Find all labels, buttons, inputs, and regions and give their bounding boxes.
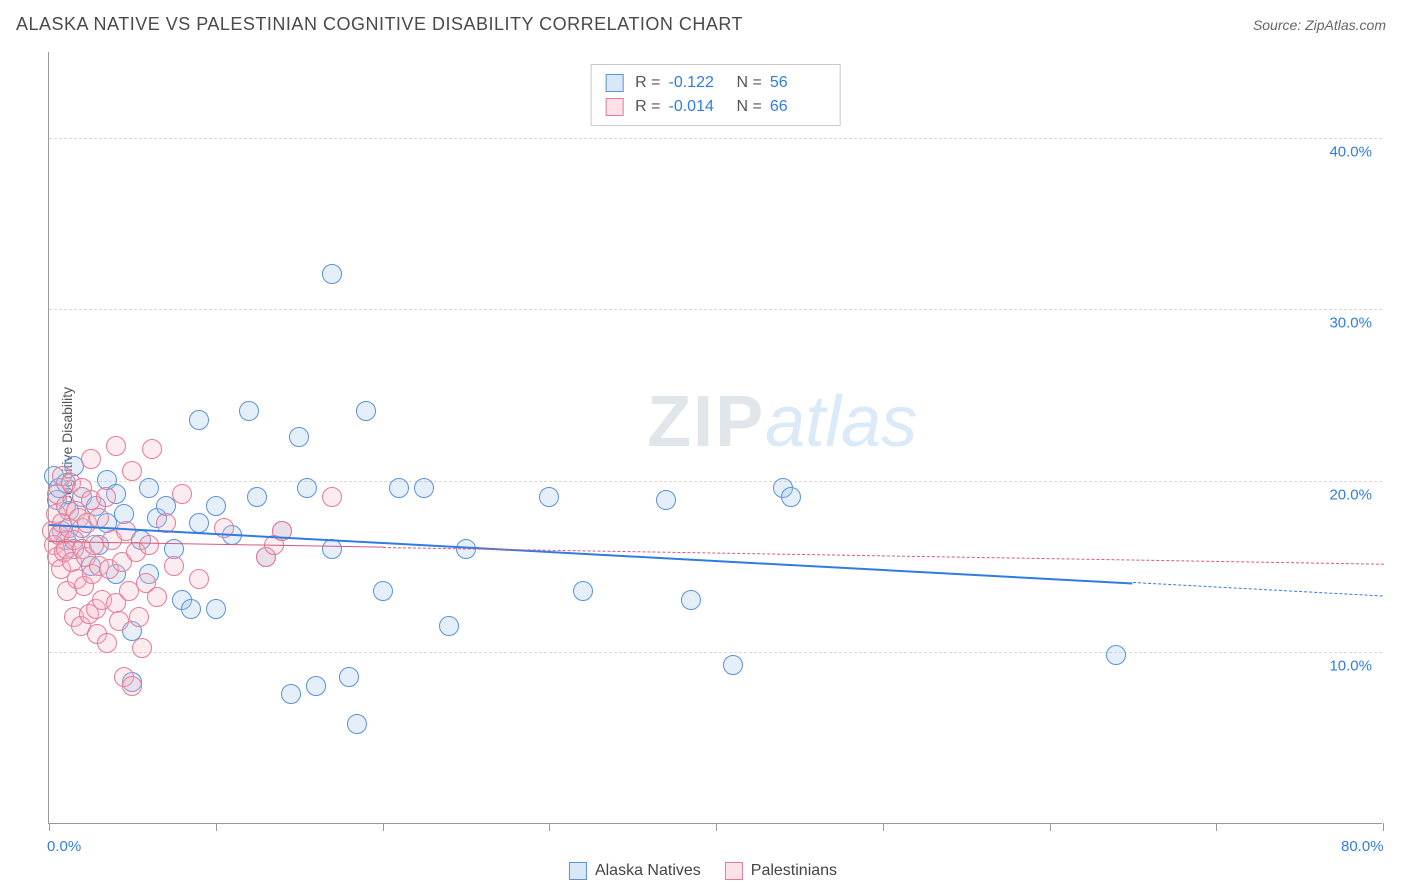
scatter-chart: ZIPatlas R = -0.122 N = 56 R = -0.014 N = 66 10… (48, 52, 1382, 824)
scatter-point (147, 587, 167, 607)
source-prefix: Source: (1253, 17, 1305, 33)
stats-legend: R = -0.122 N = 56 R = -0.014 N = 66 (590, 64, 841, 126)
x-tick (549, 823, 550, 831)
scatter-point (97, 633, 117, 653)
x-tick-label: 80.0% (1341, 838, 1384, 855)
scatter-point (189, 569, 209, 589)
scatter-point (373, 581, 393, 601)
scatter-point (129, 607, 149, 627)
scatter-point (347, 714, 367, 734)
n-label: N = (737, 71, 762, 95)
scatter-point (297, 478, 317, 498)
scatter-point (109, 611, 129, 631)
scatter-point (306, 676, 326, 696)
watermark-part1: ZIP (647, 382, 765, 462)
n-label: N = (737, 95, 762, 119)
scatter-point (206, 599, 226, 619)
scatter-point (164, 556, 184, 576)
y-tick-label: 30.0% (1329, 315, 1372, 332)
scatter-point (389, 478, 409, 498)
scatter-point (239, 401, 259, 421)
scatter-point (189, 410, 209, 430)
scatter-point (356, 401, 376, 421)
scatter-point (106, 436, 126, 456)
r-value: -0.014 (669, 95, 725, 119)
scatter-point (139, 478, 159, 498)
n-value: 66 (770, 95, 826, 119)
legend-label: Palestinians (751, 862, 837, 880)
legend-item: Alaska Natives (569, 862, 701, 880)
series-legend: Alaska Natives Palestinians (569, 862, 837, 880)
r-label: R = (635, 71, 660, 95)
scatter-point (439, 616, 459, 636)
r-value: -0.122 (669, 71, 725, 95)
legend-swatch (725, 862, 743, 880)
x-tick (883, 823, 884, 831)
watermark-part2: atlas (765, 382, 917, 462)
x-tick (216, 823, 217, 831)
scatter-point (132, 638, 152, 658)
stats-row: R = -0.122 N = 56 (605, 71, 826, 95)
scatter-point (122, 676, 142, 696)
y-tick-label: 40.0% (1329, 143, 1372, 160)
scatter-point (781, 487, 801, 507)
watermark: ZIPatlas (647, 381, 917, 463)
scatter-point (181, 599, 201, 619)
scatter-point (539, 487, 559, 507)
trend-line (49, 524, 1133, 585)
x-tick (716, 823, 717, 831)
scatter-point (281, 684, 301, 704)
scatter-point (322, 487, 342, 507)
gridline (49, 481, 1382, 482)
chart-source: Source: ZipAtlas.com (1253, 17, 1386, 33)
scatter-point (116, 521, 136, 541)
legend-item: Palestinians (725, 862, 837, 880)
scatter-point (414, 478, 434, 498)
legend-swatch (569, 862, 587, 880)
scatter-point (172, 484, 192, 504)
stats-row: R = -0.014 N = 66 (605, 95, 826, 119)
scatter-point (206, 496, 226, 516)
x-tick (49, 823, 50, 831)
x-tick (1383, 823, 1384, 831)
legend-label: Alaska Natives (595, 862, 701, 880)
y-tick-label: 20.0% (1329, 486, 1372, 503)
r-label: R = (635, 95, 660, 119)
gridline (49, 138, 1382, 139)
scatter-point (142, 439, 162, 459)
scatter-point (339, 667, 359, 687)
scatter-point (247, 487, 267, 507)
scatter-point (81, 449, 101, 469)
scatter-point (723, 655, 743, 675)
chart-header: ALASKA NATIVE VS PALESTINIAN COGNITIVE D… (0, 0, 1406, 41)
x-tick (1216, 823, 1217, 831)
scatter-point (84, 535, 104, 555)
n-value: 56 (770, 71, 826, 95)
y-tick-label: 10.0% (1329, 658, 1372, 675)
gridline (49, 309, 1382, 310)
scatter-point (322, 264, 342, 284)
legend-swatch (605, 98, 623, 116)
source-name: ZipAtlas.com (1305, 17, 1386, 33)
scatter-point (681, 590, 701, 610)
scatter-point (139, 535, 159, 555)
chart-title: ALASKA NATIVE VS PALESTINIAN COGNITIVE D… (16, 14, 743, 35)
scatter-point (96, 487, 116, 507)
x-tick (1050, 823, 1051, 831)
trend-line (1133, 582, 1383, 597)
scatter-point (189, 513, 209, 533)
scatter-point (122, 461, 142, 481)
trend-line (382, 547, 1383, 565)
x-tick (383, 823, 384, 831)
scatter-point (1106, 645, 1126, 665)
x-tick-label: 0.0% (47, 838, 81, 855)
gridline (49, 652, 1382, 653)
scatter-point (289, 427, 309, 447)
legend-swatch (605, 74, 623, 92)
scatter-point (573, 581, 593, 601)
scatter-point (656, 490, 676, 510)
scatter-point (89, 508, 109, 528)
